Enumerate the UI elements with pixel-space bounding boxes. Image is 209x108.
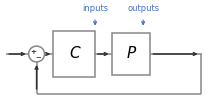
Text: −: − bbox=[35, 55, 41, 61]
Bar bbox=[53, 31, 95, 77]
Text: P: P bbox=[126, 47, 136, 61]
Text: +: + bbox=[30, 49, 36, 55]
Text: inputs: inputs bbox=[82, 4, 108, 13]
Bar bbox=[112, 33, 150, 75]
Text: C: C bbox=[69, 47, 79, 61]
Text: outputs: outputs bbox=[127, 4, 159, 13]
